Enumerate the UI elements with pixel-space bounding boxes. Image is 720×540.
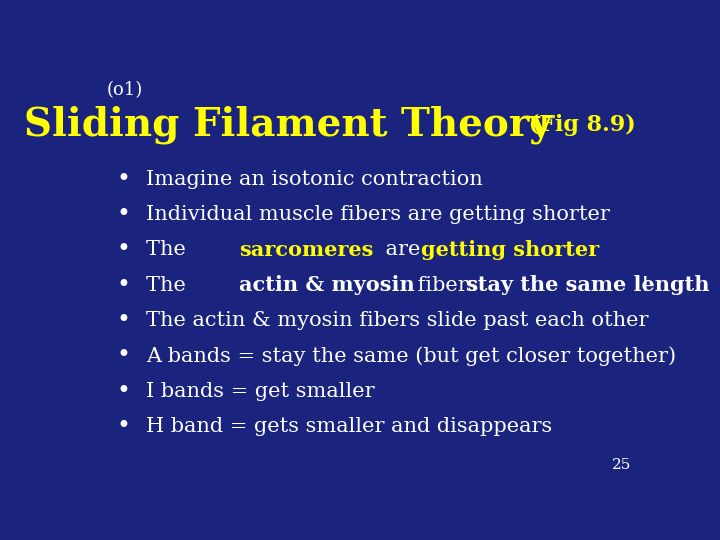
Text: actin & myosin: actin & myosin [239,275,415,295]
Text: Sliding Filament Theory: Sliding Filament Theory [24,106,552,144]
Text: I bands = get smaller: I bands = get smaller [145,382,374,401]
Text: •: • [117,203,130,226]
Text: Imagine an isotonic contraction: Imagine an isotonic contraction [145,170,482,188]
Text: !: ! [640,276,649,295]
Text: getting shorter: getting shorter [421,240,599,260]
Text: •: • [117,238,130,261]
Text: stay the same length: stay the same length [467,275,710,295]
Text: sarcomeres: sarcomeres [239,240,374,260]
Text: The: The [145,276,192,295]
Text: Individual muscle fibers are getting shorter: Individual muscle fibers are getting sho… [145,205,610,224]
Text: The actin & myosin fibers slide past each other: The actin & myosin fibers slide past eac… [145,311,648,330]
Text: •: • [117,345,130,367]
Text: •: • [117,309,130,332]
Text: •: • [117,167,130,191]
Text: fibers: fibers [411,276,485,295]
Text: H band = gets smaller and disappears: H band = gets smaller and disappears [145,417,552,436]
Text: The: The [145,240,192,259]
Text: (Fig 8.9): (Fig 8.9) [521,114,636,136]
Text: •: • [117,274,130,296]
Text: •: • [117,380,130,403]
Text: 25: 25 [612,458,631,472]
Text: A bands = stay the same (but get closer together): A bands = stay the same (but get closer … [145,346,676,366]
Text: (o1): (o1) [107,82,143,99]
Text: •: • [117,415,130,438]
Text: are: are [379,240,428,259]
